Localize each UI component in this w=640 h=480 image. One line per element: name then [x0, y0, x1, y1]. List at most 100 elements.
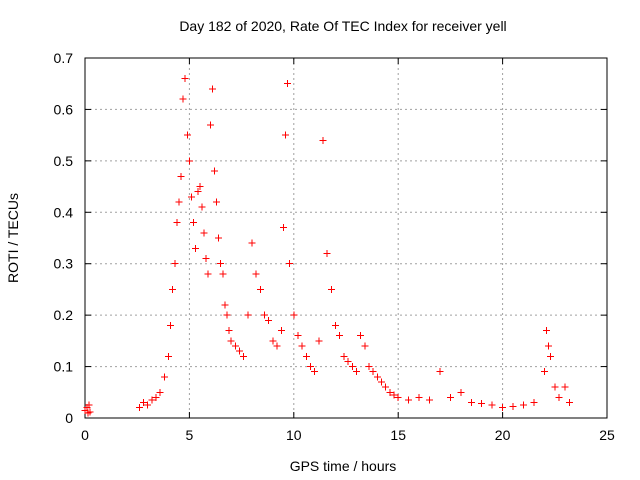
- data-point: [144, 401, 152, 409]
- data-point: [377, 378, 385, 386]
- data-point: [436, 368, 444, 376]
- data-point: [183, 131, 191, 139]
- data-point: [231, 342, 239, 350]
- data-point: [327, 285, 335, 293]
- data-point: [273, 342, 281, 350]
- data-point: [551, 383, 559, 391]
- data-point: [294, 332, 302, 340]
- data-point: [165, 352, 173, 360]
- data-point: [565, 399, 573, 407]
- data-point: [279, 224, 287, 232]
- data-point: [227, 337, 235, 345]
- data-point: [365, 363, 373, 371]
- data-point: [221, 301, 229, 309]
- data-point: [467, 399, 475, 407]
- data-point: [181, 75, 189, 83]
- data-point: [177, 172, 185, 180]
- data-point: [85, 401, 93, 409]
- data-point: [217, 260, 225, 268]
- data-point: [175, 198, 183, 206]
- data-point: [171, 260, 179, 268]
- data-point: [206, 121, 214, 129]
- y-axis-label: ROTI / TECUs: [5, 193, 21, 283]
- y-tick-label: 0.3: [54, 256, 74, 272]
- data-point: [202, 255, 210, 263]
- data-point: [152, 393, 160, 401]
- data-point: [135, 404, 143, 412]
- data-point: [357, 332, 365, 340]
- data-point: [561, 383, 569, 391]
- data-point: [261, 311, 269, 319]
- data-point: [139, 399, 147, 407]
- y-tick-label: 0.1: [54, 359, 74, 375]
- data-point: [382, 383, 390, 391]
- data-point: [210, 167, 218, 175]
- data-point: [187, 193, 195, 201]
- x-tick-label: 25: [599, 427, 615, 443]
- y-tick-label: 0.7: [54, 50, 74, 66]
- data-point: [213, 198, 221, 206]
- data-point: [185, 157, 193, 165]
- data-point: [194, 188, 202, 196]
- data-point: [405, 396, 413, 404]
- data-point: [386, 388, 394, 396]
- data-point: [256, 285, 264, 293]
- data-point: [223, 311, 231, 319]
- data-point: [352, 368, 360, 376]
- data-point: [530, 399, 538, 407]
- data-point: [323, 249, 331, 257]
- data-point: [344, 357, 352, 365]
- data-point: [204, 270, 212, 278]
- data-point: [446, 393, 454, 401]
- x-tick-label: 15: [390, 427, 406, 443]
- data-point: [545, 342, 553, 350]
- y-tick-label: 0.6: [54, 101, 74, 117]
- y-tick-label: 0.2: [54, 307, 74, 323]
- data-point: [219, 270, 227, 278]
- data-point: [179, 95, 187, 103]
- data-point: [540, 368, 548, 376]
- data-point: [290, 311, 298, 319]
- axis-ticks: 0 5 10 15 20 25 0 0.1 0.2 0.3 0.4 0.5 0.6 0.7: [54, 50, 615, 443]
- data-point: [215, 234, 223, 242]
- data-point: [415, 393, 423, 401]
- data-point: [426, 396, 434, 404]
- data-point: [160, 373, 168, 381]
- data-point: [488, 401, 496, 409]
- data-series: [81, 75, 573, 417]
- data-point: [277, 327, 285, 335]
- data-point: [340, 352, 348, 360]
- data-point: [173, 219, 181, 227]
- chart-title: Day 182 of 2020, Rate Of TEC Index for r…: [179, 18, 506, 34]
- data-point: [167, 321, 175, 329]
- data-point: [348, 363, 356, 371]
- x-tick-label: 5: [186, 427, 194, 443]
- data-point: [192, 244, 200, 252]
- data-point: [244, 311, 252, 319]
- data-point: [361, 342, 369, 350]
- data-point: [169, 285, 177, 293]
- data-point: [225, 327, 233, 335]
- data-point: [336, 332, 344, 340]
- data-point: [148, 396, 156, 404]
- y-tick-label: 0: [65, 410, 73, 426]
- data-point: [198, 203, 206, 211]
- x-axis-label: GPS time / hours: [290, 458, 397, 474]
- data-point: [196, 183, 204, 191]
- plot-area-border: [84, 57, 608, 419]
- data-point: [542, 327, 550, 335]
- data-point: [156, 388, 164, 396]
- x-tick-label: 10: [286, 427, 302, 443]
- data-point: [373, 373, 381, 381]
- x-tick-label: 20: [495, 427, 511, 443]
- data-point: [394, 393, 402, 401]
- data-point: [311, 368, 319, 376]
- y-tick-label: 0.5: [54, 153, 74, 169]
- data-point: [236, 347, 244, 355]
- data-point: [315, 337, 323, 345]
- data-point: [332, 321, 340, 329]
- data-point: [286, 260, 294, 268]
- data-point: [369, 368, 377, 376]
